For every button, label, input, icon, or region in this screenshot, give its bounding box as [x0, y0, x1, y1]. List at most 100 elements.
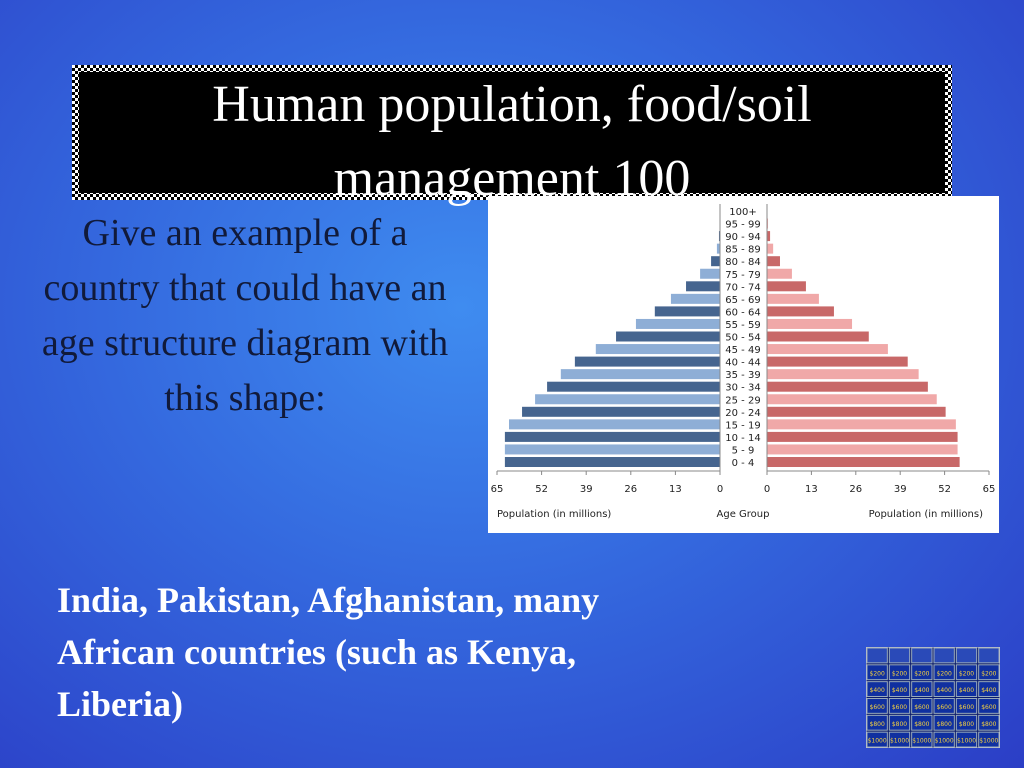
board-cell	[911, 731, 933, 748]
x-tick-label: 39	[580, 484, 593, 495]
age-label: 15 - 19	[725, 420, 760, 431]
slide-title: Human population, food/soil management 1…	[212, 76, 812, 207]
x-tick-label: 0	[764, 484, 770, 495]
x-axis-label: Population (in millions)	[497, 509, 611, 520]
board-cell	[955, 698, 978, 714]
age-label: 85 - 89	[725, 245, 760, 256]
board-header	[978, 647, 1000, 664]
board-value: $600	[959, 704, 974, 711]
age-label: 35 - 39	[725, 370, 760, 381]
board-value: $1000	[957, 738, 976, 745]
bar	[767, 293, 819, 304]
board-cell	[933, 731, 955, 748]
board-cell	[955, 714, 978, 731]
board-cell	[955, 731, 978, 748]
board-value: $400	[870, 687, 885, 694]
bar	[767, 457, 960, 467]
board-cell	[978, 714, 1000, 731]
age-label: 65 - 69	[725, 295, 760, 306]
board-cell	[866, 731, 888, 748]
bar	[670, 293, 720, 304]
board-value: $200	[959, 670, 974, 677]
board-thumbnail: $200 $400 $600 $800 $1000 $200 $400 $600 $800 $10…	[866, 647, 1000, 748]
board-value: $1000	[890, 738, 909, 745]
board-cell	[888, 664, 911, 681]
bar	[560, 369, 720, 380]
board-value: $200	[892, 670, 907, 677]
board-cell	[978, 698, 1000, 714]
board-cell	[911, 698, 933, 714]
bar	[718, 231, 720, 242]
bar	[767, 444, 958, 455]
board-cell	[955, 681, 978, 698]
age-label: 60 - 64	[725, 307, 760, 318]
x-tick-label: 65	[983, 484, 996, 495]
x-tick-label: 13	[669, 484, 682, 495]
bar	[767, 406, 946, 417]
board-value: $600	[892, 704, 907, 711]
board-value: $800	[937, 721, 952, 728]
bar	[711, 256, 720, 267]
board-value: $200	[914, 670, 929, 677]
board-value: $800	[870, 721, 885, 728]
bar	[767, 243, 774, 254]
title-box	[72, 65, 952, 200]
bar	[767, 218, 769, 229]
board-cell	[933, 698, 955, 714]
age-label: 50 - 54	[725, 333, 760, 344]
x-tick-label: 26	[849, 484, 862, 495]
board-header	[955, 647, 978, 664]
bar	[767, 394, 937, 405]
age-label: 30 - 34	[725, 383, 760, 394]
board-cell	[866, 698, 888, 714]
board-cell	[866, 681, 888, 698]
bar	[716, 243, 720, 254]
age-label: 70 - 74	[725, 282, 760, 293]
board-header	[911, 647, 933, 664]
age-label: 5 - 9	[732, 445, 755, 456]
board-value: $400	[937, 687, 952, 694]
bar	[574, 356, 720, 367]
x-tick-label: 26	[624, 484, 637, 495]
bar	[635, 318, 720, 329]
board-cell	[955, 664, 978, 681]
board-cell	[888, 681, 911, 698]
board-value: $1000	[935, 738, 954, 745]
bar	[616, 331, 720, 342]
age-label: 10 - 14	[725, 433, 760, 444]
board-cell	[888, 714, 911, 731]
bar	[547, 381, 720, 392]
board-value: $600	[981, 704, 996, 711]
bar	[767, 419, 956, 430]
bar	[767, 356, 908, 367]
bar	[686, 281, 720, 292]
age-label: 95 - 99	[725, 220, 760, 231]
board-value: $600	[937, 704, 952, 711]
age-label: 40 - 44	[725, 358, 760, 369]
bar	[522, 406, 720, 417]
board-value: $600	[870, 704, 885, 711]
board-value: $800	[892, 721, 907, 728]
bar	[767, 431, 958, 442]
board-value: $800	[959, 721, 974, 728]
x-tick-label: 52	[938, 484, 951, 495]
bar	[767, 331, 869, 342]
board-cell	[933, 664, 955, 681]
board-cell	[866, 664, 888, 681]
age-label: 0 - 4	[732, 458, 755, 469]
board-cell	[911, 681, 933, 698]
board-cell	[978, 681, 1000, 698]
board-header	[866, 647, 888, 664]
board-value: $400	[914, 687, 929, 694]
bar	[535, 394, 720, 405]
board-value: $200	[870, 670, 885, 677]
x-tick-label: 39	[894, 484, 907, 495]
bar	[504, 444, 720, 455]
bar	[767, 231, 771, 242]
bar	[595, 344, 720, 355]
bar	[767, 256, 780, 267]
board-value: $200	[937, 670, 952, 677]
age-label: 25 - 29	[725, 395, 760, 406]
